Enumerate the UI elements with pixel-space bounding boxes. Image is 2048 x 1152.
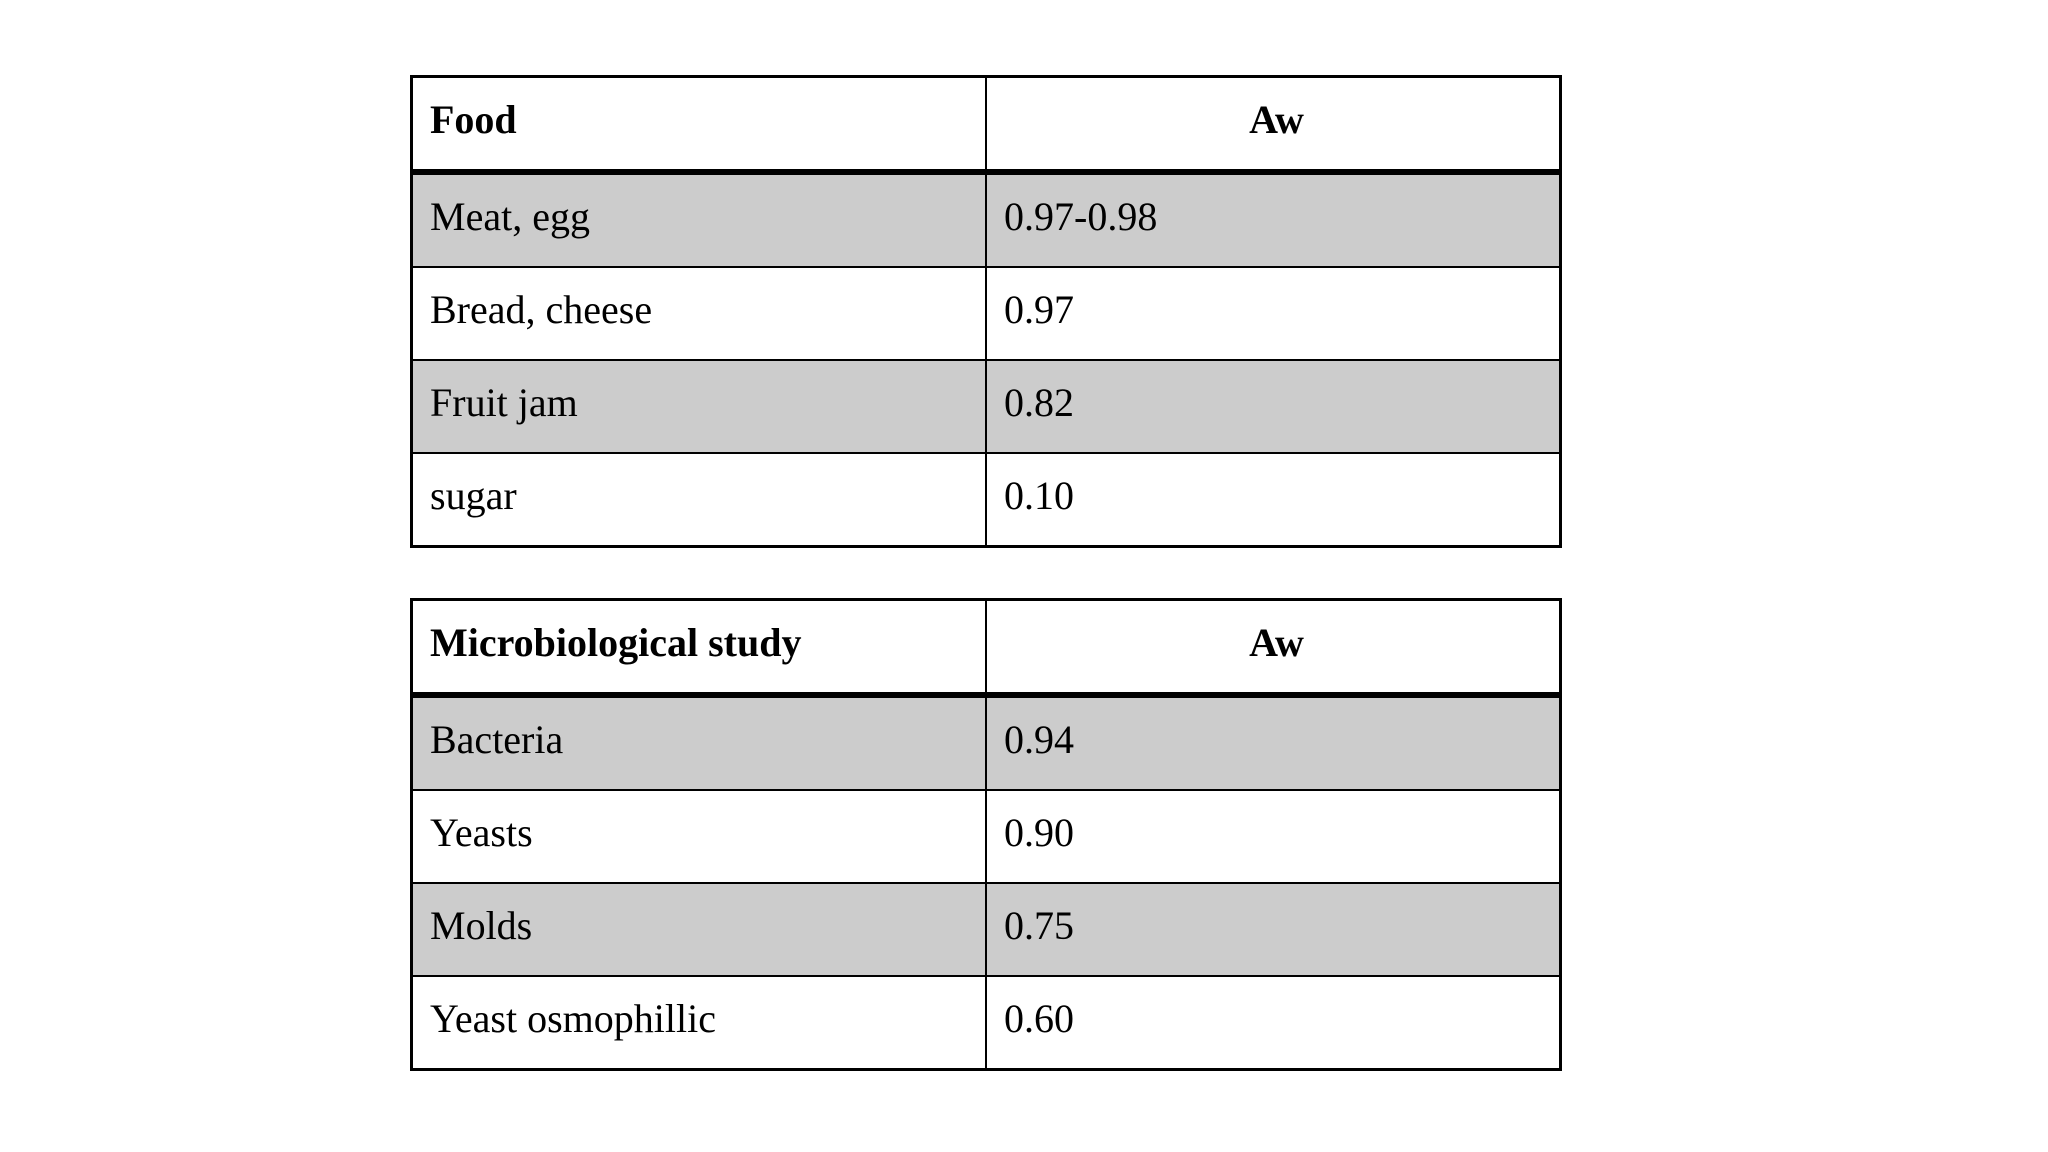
micro-aw-column-header: Aw (985, 598, 1562, 698)
food-column-header: Food (410, 75, 987, 175)
aw-value-cell: 0.60 (985, 975, 1562, 1071)
food-name-cell: Bread, cheese (410, 266, 987, 361)
table-row: Fruit jam 0.82 (410, 359, 1562, 454)
food-name-cell: Meat, egg (410, 171, 987, 268)
aw-value-cell: 0.97 (985, 266, 1562, 361)
aw-value-cell: 0.94 (985, 694, 1562, 791)
food-name-cell: Fruit jam (410, 359, 987, 454)
organism-name-cell: Yeast osmophillic (410, 975, 987, 1071)
microbiological-study-column-header: Microbiological study (410, 598, 987, 698)
food-table-header-row: Food Aw (410, 75, 1562, 175)
microbiological-aw-table: Microbiological study Aw Bacteria 0.94 Y… (410, 598, 1562, 1071)
organism-name-cell: Yeasts (410, 789, 987, 884)
organism-name-cell: Bacteria (410, 694, 987, 791)
food-aw-column-header: Aw (985, 75, 1562, 175)
micro-table-header-row: Microbiological study Aw (410, 598, 1562, 698)
organism-name-cell: Molds (410, 882, 987, 977)
table-row: Meat, egg 0.97-0.98 (410, 171, 1562, 268)
table-row: Yeasts 0.90 (410, 789, 1562, 884)
aw-value-cell: 0.75 (985, 882, 1562, 977)
food-aw-table: Food Aw Meat, egg 0.97-0.98 Bread, chees… (410, 75, 1562, 548)
table-row: Yeast osmophillic 0.60 (410, 975, 1562, 1071)
food-name-cell: sugar (410, 452, 987, 548)
aw-value-cell: 0.82 (985, 359, 1562, 454)
table-row: Molds 0.75 (410, 882, 1562, 977)
aw-value-cell: 0.97-0.98 (985, 171, 1562, 268)
aw-value-cell: 0.90 (985, 789, 1562, 884)
aw-value-cell: 0.10 (985, 452, 1562, 548)
table-row: sugar 0.10 (410, 452, 1562, 548)
table-row: Bacteria 0.94 (410, 694, 1562, 791)
table-row: Bread, cheese 0.97 (410, 266, 1562, 361)
